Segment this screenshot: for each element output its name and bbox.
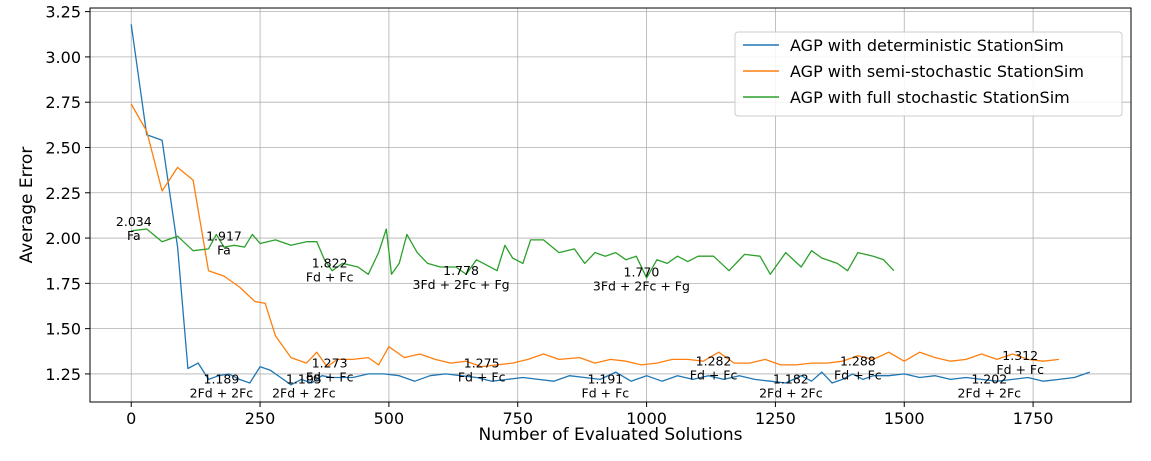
x-tick-label: 1250 xyxy=(755,409,796,428)
annotation-value: 1.275 xyxy=(464,355,500,370)
y-tick-label: 1.75 xyxy=(45,274,81,293)
x-tick-label: 250 xyxy=(245,409,276,428)
annotation-value: 1.273 xyxy=(312,355,348,370)
annotation-formula: 3Fd + 2Fc + Fg xyxy=(413,277,510,292)
annotation-formula: Fd + Fc xyxy=(690,367,738,382)
y-tick-label: 1.25 xyxy=(45,365,81,384)
legend-label: AGP with semi-stochastic StationSim xyxy=(790,62,1084,81)
annotation-formula: 2Fd + 2Fc xyxy=(272,386,336,401)
series-line xyxy=(131,228,895,279)
annotation-formula: 3Fd + 2Fc + Fg xyxy=(593,279,690,294)
x-axis-ticks: 0 250 500 750 1000 1250 1500 1750 xyxy=(126,402,1053,428)
y-axis-ticks: 1.25 1.50 1.75 2.00 2.25 2.50 2.75 3.00 3.25 xyxy=(45,3,90,384)
x-tick-label: 0 xyxy=(126,409,136,428)
annotation-value: 1.282 xyxy=(696,353,732,368)
annotation-formula: Fd + Fc xyxy=(306,270,354,285)
series-line xyxy=(130,24,1091,386)
y-tick-label: 2.00 xyxy=(45,229,81,248)
x-tick-label: 500 xyxy=(374,409,405,428)
annotation-value: 1.312 xyxy=(1002,348,1038,363)
annotation-value: 1.778 xyxy=(443,263,479,278)
annotation-formula: Fa xyxy=(217,242,231,257)
x-tick-label: 1500 xyxy=(884,409,925,428)
legend-label: AGP with deterministic StationSim xyxy=(790,36,1064,55)
annotation-formula: Fd + Fc xyxy=(996,362,1044,377)
y-tick-label: 2.75 xyxy=(45,93,81,112)
annotation-value: 1.191 xyxy=(587,372,623,387)
series-line xyxy=(130,103,1059,368)
legend-box xyxy=(734,31,1123,117)
annotation-value: 1.202 xyxy=(971,372,1007,387)
annotation-formula: Fd + Fc xyxy=(834,367,882,382)
plot-frame xyxy=(89,7,1132,403)
y-tick-label: 3.00 xyxy=(45,48,81,67)
annotation-formula: Fd + Fc xyxy=(458,369,506,384)
annotation-formula: Fa xyxy=(127,228,141,243)
annotation-formula: Fd + Fc xyxy=(582,386,630,401)
annotation-value: 1.195 xyxy=(286,372,322,387)
annotation-value: 1.189 xyxy=(204,372,240,387)
annotation-value: 1.770 xyxy=(624,265,660,280)
annotation-value: 1.182 xyxy=(773,372,809,387)
annotation-formula: 2Fd + 2Fc xyxy=(958,386,1022,401)
y-tick-label: 3.25 xyxy=(45,3,81,22)
x-tick-label: 1750 xyxy=(1013,409,1054,428)
annotation-value: 1.288 xyxy=(840,353,876,368)
y-tick-label: 1.50 xyxy=(45,320,81,339)
series-lines xyxy=(130,24,1091,386)
y-tick-label: 2.25 xyxy=(45,184,81,203)
annotation-value: 2.034 xyxy=(116,214,152,229)
annotation-value: 1.917 xyxy=(206,228,242,243)
annotation-formula: Fd + Fc xyxy=(306,369,354,384)
annotation-formula: 2Fd + 2Fc xyxy=(759,386,823,401)
y-axis-label: Average Error xyxy=(17,147,37,264)
x-tick-label: 750 xyxy=(502,409,533,428)
legend-label: AGP with full stochastic StationSim xyxy=(790,88,1070,107)
x-tick-label: 1000 xyxy=(626,409,667,428)
annotation-formula: 2Fd + 2Fc xyxy=(190,386,254,401)
x-axis-label: Number of Evaluated Solutions xyxy=(478,425,742,445)
y-tick-label: 2.50 xyxy=(45,138,81,157)
annotation-value: 1.822 xyxy=(312,256,348,271)
legend: AGP with deterministic StationSim AGP wit… xyxy=(734,31,1123,117)
